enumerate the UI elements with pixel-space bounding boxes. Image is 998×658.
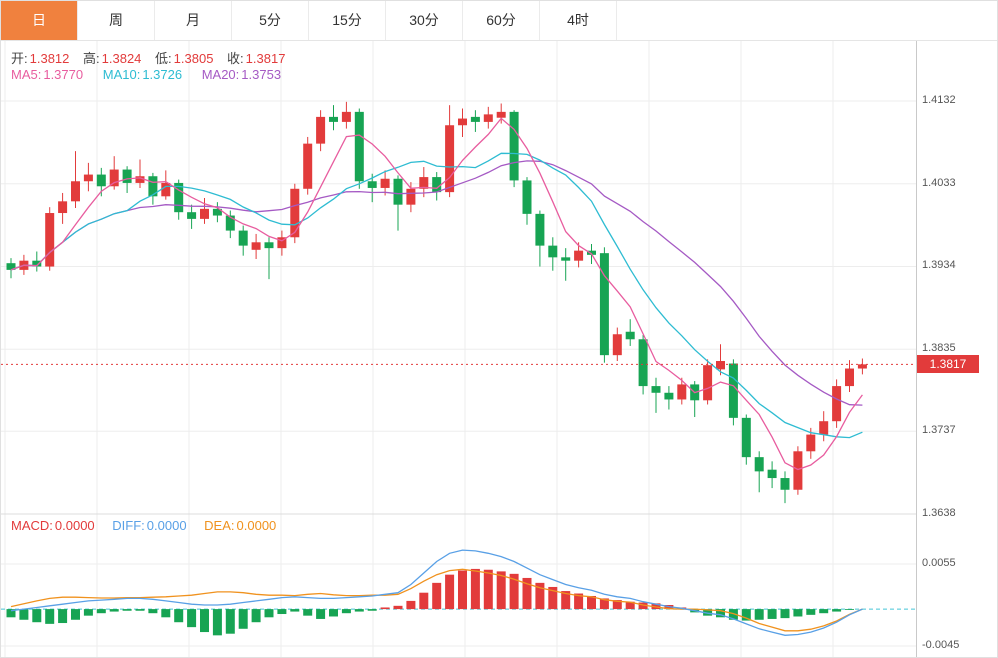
tab-5min[interactable]: 5分 [232, 1, 309, 40]
last-price-tag: 1.3817 [917, 355, 979, 374]
tab-week[interactable]: 周 [78, 1, 155, 40]
diff-value: 0.0000 [146, 518, 187, 533]
axis-tick: 1.4033 [922, 177, 956, 189]
axis-tick: 1.3934 [922, 259, 956, 271]
macd-label: MACD: [11, 518, 53, 533]
axis-tick: 1.3835 [922, 342, 956, 354]
ma20-value: 1.3753 [241, 67, 282, 82]
diff-label: DIFF: [112, 518, 145, 533]
macd-legend: MACD: 0.0000 DIFF: 0.0000 DEA: 0.0000 [11, 518, 290, 533]
axis-tick: 1.3737 [922, 424, 956, 436]
ma5-value: 1.3770 [43, 67, 84, 82]
high-value: 1.3824 [101, 51, 142, 66]
open-value: 1.3812 [29, 51, 70, 66]
chart-canvas[interactable] [1, 41, 916, 658]
dea-value: 0.0000 [236, 518, 277, 533]
ma-legend: MA5: 1.3770 MA10: 1.3726 MA20: 1.3753 [11, 67, 297, 82]
ma20-label: MA20: [201, 67, 240, 82]
tab-4hour[interactable]: 4时 [540, 1, 617, 40]
ma10-label: MA10: [102, 67, 141, 82]
high-label: 高: [83, 51, 100, 66]
close-label: 收: [227, 51, 244, 66]
price-axis: 1.4132 1.4033 1.3934 1.3835 1.3737 1.363… [916, 41, 997, 657]
low-value: 1.3805 [173, 51, 214, 66]
tab-day[interactable]: 日 [1, 1, 78, 40]
ma5-label: MA5: [11, 67, 42, 82]
axis-tick: 1.4132 [922, 94, 956, 106]
timeframe-toolbar: 日 周 月 5分 15分 30分 60分 4时 [1, 1, 997, 41]
dea-label: DEA: [204, 518, 235, 533]
macd-axis-tick: 0.0055 [922, 557, 956, 569]
tab-30min[interactable]: 30分 [386, 1, 463, 40]
ma10-value: 1.3726 [142, 67, 183, 82]
ohlc-legend: 开: 1.3812 高: 1.3824 低: 1.3805 收: 1.3817 [11, 48, 295, 67]
close-value: 1.3817 [245, 51, 286, 66]
macd-axis-tick: -0.0045 [922, 639, 960, 651]
macd-value: 0.0000 [54, 518, 95, 533]
tab-month[interactable]: 月 [155, 1, 232, 40]
tab-15min[interactable]: 15分 [309, 1, 386, 40]
axis-tick: 1.3638 [922, 507, 956, 519]
tab-60min[interactable]: 60分 [463, 1, 540, 40]
open-label: 开: [11, 51, 28, 66]
low-label: 低: [155, 51, 172, 66]
